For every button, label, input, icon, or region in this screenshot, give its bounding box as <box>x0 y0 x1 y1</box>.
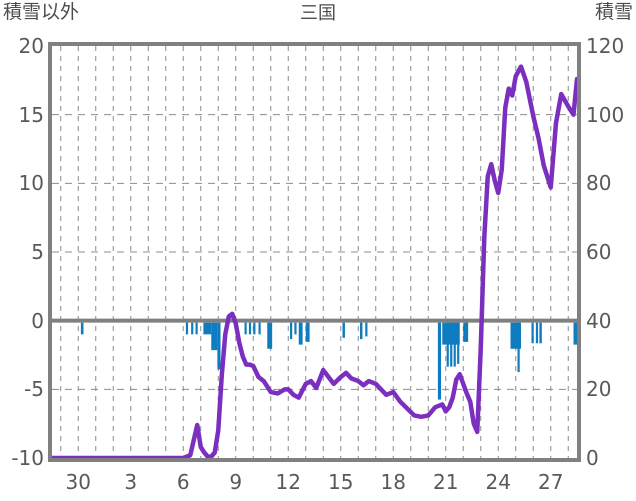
page-title: 三国 <box>300 3 336 24</box>
precip-bar <box>267 322 273 349</box>
precip-bar <box>539 322 542 344</box>
precip-bar <box>290 322 293 340</box>
x-tick-label: 9 <box>229 470 243 494</box>
precip-bar <box>453 322 456 367</box>
x-tick-label: 3 <box>124 470 138 494</box>
plot-canvas <box>52 46 577 458</box>
snow-depth-line <box>52 64 577 458</box>
precip-bar <box>253 322 256 335</box>
precip-bar <box>573 322 577 345</box>
precip-bar <box>203 322 212 335</box>
x-tick-label: 27 <box>538 470 564 494</box>
x-tick-label: 18 <box>380 470 406 494</box>
y-tick-label-left: 15 <box>18 102 44 127</box>
x-tick-label: 15 <box>328 470 354 494</box>
y-tick-label-right: 20 <box>586 377 612 402</box>
x-tick-label: 12 <box>275 470 301 494</box>
y-tick-label-right: 40 <box>586 308 612 333</box>
x-tick-label: 6 <box>176 470 190 494</box>
precip-bar <box>217 322 221 370</box>
precip-bar <box>211 322 218 351</box>
precip-bar <box>185 322 189 335</box>
y-tick-label-right: 0 <box>586 446 599 470</box>
precip-bar <box>305 322 310 342</box>
y-tick-label-right: 60 <box>586 240 612 264</box>
precip-bar <box>365 322 368 337</box>
precip-bar <box>463 322 469 342</box>
precip-bar <box>244 322 247 335</box>
y-tick-label-right: 120 <box>586 34 625 58</box>
y-axis-right: 120 100 80 60 40 20 0 <box>586 0 636 501</box>
x-tick-label: 21 <box>433 470 459 494</box>
y-tick-label-left: -5 <box>24 377 44 402</box>
y-tick-label-right: 100 <box>586 102 625 127</box>
precip-bar <box>446 322 449 367</box>
x-tick-label: 24 <box>485 470 511 494</box>
precip-bar <box>80 322 84 335</box>
x-axis: 30 3 6 9 12 15 18 21 24 27 <box>0 466 636 501</box>
y-tick-label-left: 10 <box>18 171 44 196</box>
precip-bar <box>517 322 520 373</box>
y-tick-label-left: 5 <box>31 240 44 264</box>
precip-bar <box>437 322 442 400</box>
y-tick-label-left: 0 <box>31 308 44 333</box>
precip-bar <box>457 322 460 364</box>
precip-bar <box>191 322 194 335</box>
precip-bar <box>195 322 198 335</box>
precip-bar <box>258 322 261 335</box>
y-tick-label-left: -10 <box>11 446 44 470</box>
x-tick-label: 30 <box>65 470 91 494</box>
precip-bar <box>342 322 345 338</box>
right-axis-title: 積雪 <box>594 1 633 23</box>
plot-area <box>48 42 581 462</box>
precip-bar <box>535 322 539 344</box>
precip-bar <box>450 322 453 367</box>
y-tick-label-left: 20 <box>18 34 44 58</box>
y-axis-left: 20 15 10 5 0 -5 -10 <box>0 0 44 501</box>
precip-bar <box>294 322 297 335</box>
precip-bar <box>510 322 521 349</box>
precip-bar <box>298 322 303 345</box>
left-axis-title: 積雪以外 <box>3 1 80 23</box>
precip-bar <box>360 322 363 340</box>
y-tick-label-right: 80 <box>586 171 612 196</box>
precip-bar <box>248 322 252 335</box>
precip-bar <box>531 322 534 344</box>
